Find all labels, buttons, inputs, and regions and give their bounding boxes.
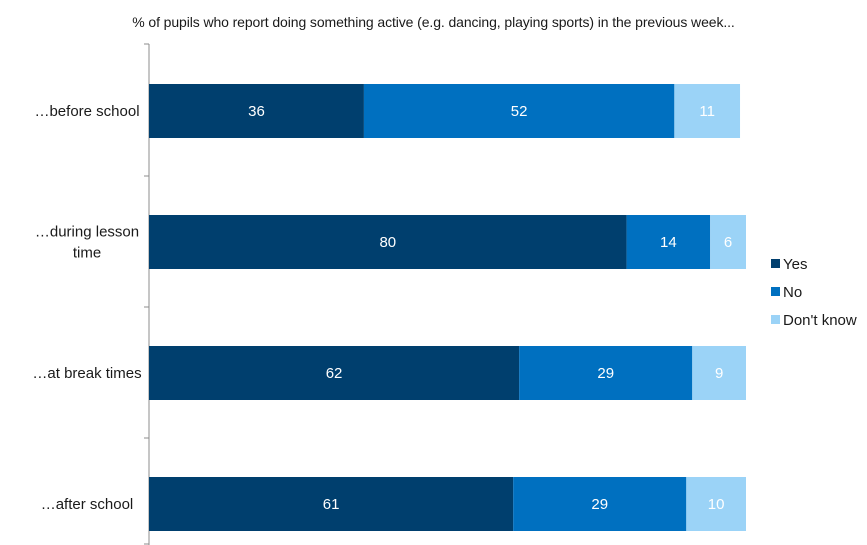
legend-label: Yes — [783, 256, 807, 273]
bar-segment-yes — [149, 346, 520, 400]
bar-segment-don-t-know — [674, 84, 741, 138]
bar-value-label: 36 — [248, 103, 265, 120]
bar-value-label: 6 — [724, 234, 732, 251]
bar-value-label: 61 — [323, 496, 340, 513]
bar-value-label: 80 — [379, 234, 396, 251]
y-axis — [144, 43, 150, 545]
category-label: …before school — [34, 103, 139, 120]
bar-segment-no — [626, 215, 711, 269]
bar-segment-don-t-know — [686, 477, 746, 531]
category-label: …at break times — [32, 365, 141, 382]
bar-value-label: 52 — [511, 103, 528, 120]
bar-value-label: 10 — [708, 496, 725, 513]
legend-label: No — [783, 284, 802, 301]
legend-swatch — [771, 287, 780, 296]
bar-segment-yes — [149, 215, 627, 269]
bar-segment-yes — [149, 84, 364, 138]
bar-segment-yes — [149, 477, 514, 531]
category-label: …after school — [41, 496, 134, 513]
bar-segment-don-t-know — [710, 215, 746, 269]
legend: Yes No Don't know — [771, 256, 857, 329]
legend-label: Don't know — [783, 312, 857, 329]
bar-value-label: 11 — [699, 103, 715, 120]
bar-value-label: 62 — [326, 365, 343, 382]
category-label: …during lesson time — [35, 224, 139, 262]
bar-value-label: 14 — [660, 234, 677, 251]
bar-segment-don-t-know — [692, 346, 746, 400]
chart-title: % of pupils who report doing something a… — [132, 14, 735, 30]
legend-swatch — [771, 315, 780, 324]
bar-segment-no — [363, 84, 675, 138]
bar-value-label: 29 — [597, 365, 614, 382]
category-labels: …before school …during lesson time …at brea… — [32, 103, 141, 513]
bar-value-label: 29 — [591, 496, 608, 513]
bar-value-label: 9 — [715, 365, 723, 382]
bars: 36 52 11 80 14 6 62 29 9 61 29 10 — [149, 84, 746, 531]
legend-swatch — [771, 259, 780, 268]
bar-segment-no — [519, 346, 693, 400]
bar-segment-no — [513, 477, 687, 531]
